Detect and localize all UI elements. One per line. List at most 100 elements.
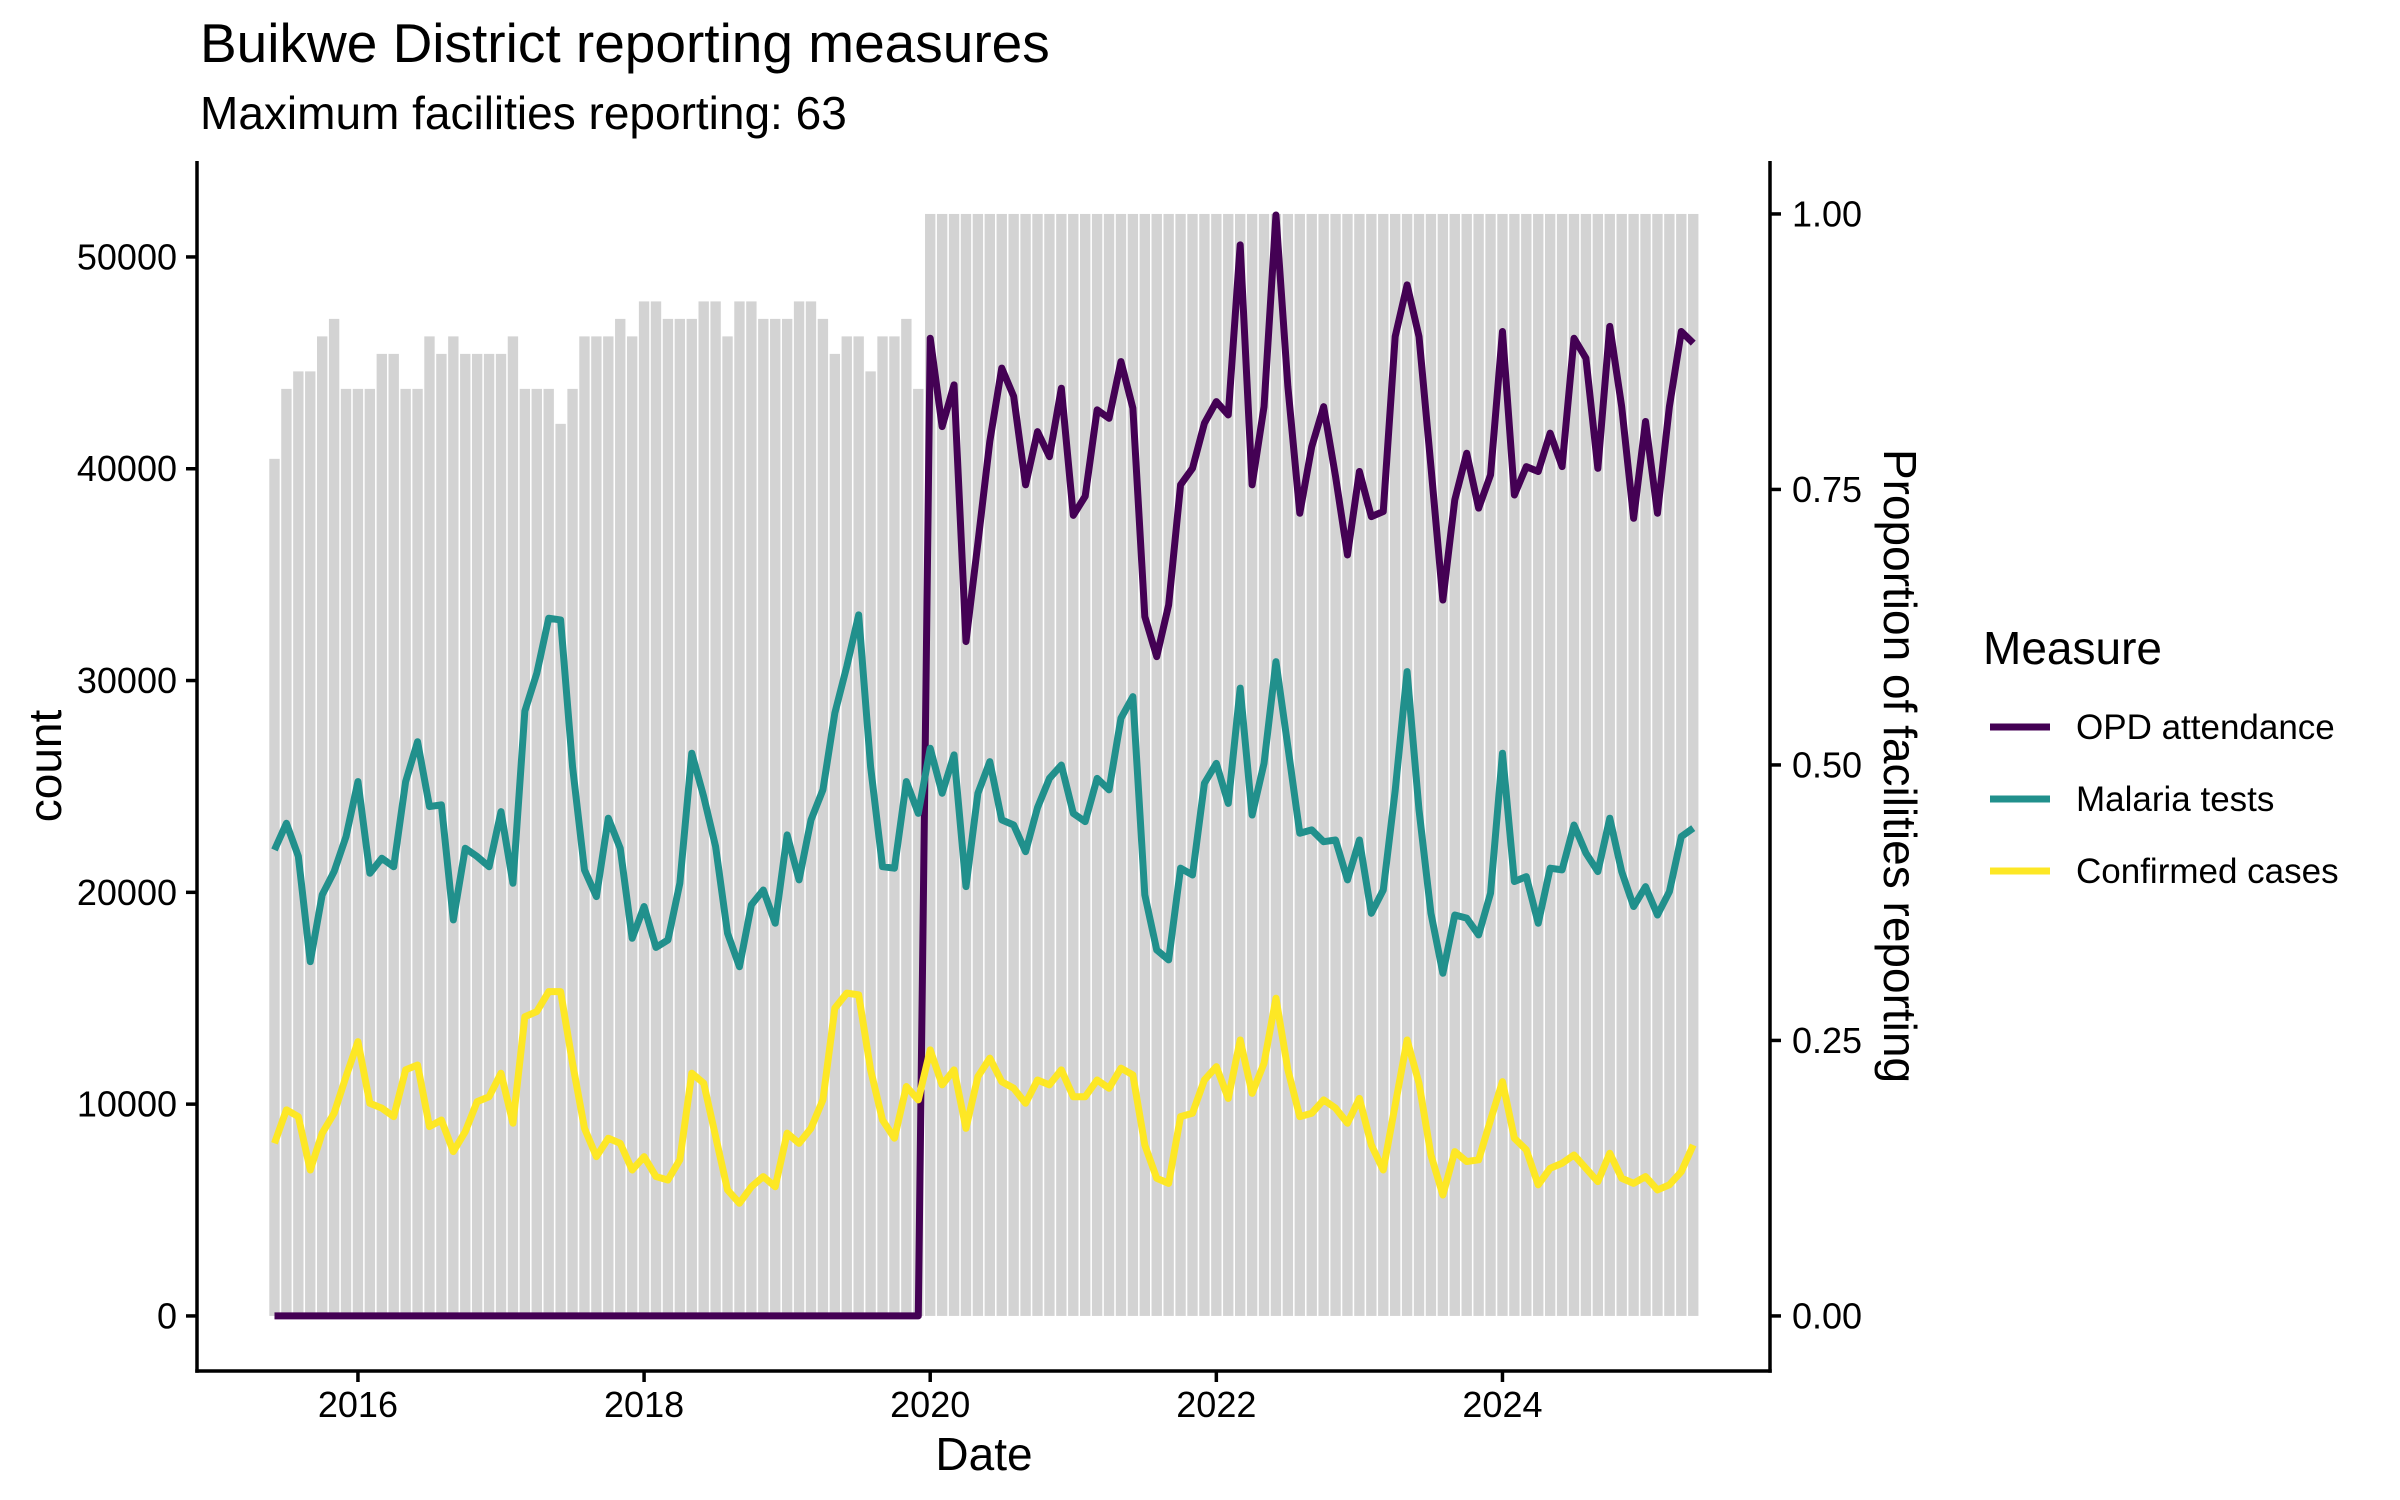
facility-bar	[567, 388, 578, 1316]
facility-bar	[1294, 213, 1305, 1316]
facility-bar	[424, 336, 435, 1316]
facility-bar	[1688, 213, 1699, 1316]
facility-bar	[1473, 213, 1484, 1316]
x-axis-ticks: 2016 2018 2020 2022 2024	[318, 1371, 1543, 1425]
series-line-malaria-tests	[271, 611, 1696, 977]
facility-bar	[1032, 213, 1043, 1316]
chart-subtitle: Maximum facilities reporting: 63	[200, 87, 847, 139]
facility-bar	[460, 353, 471, 1316]
y-tick-label: 10000	[77, 1084, 177, 1125]
facility-bar	[1413, 213, 1425, 1316]
legend: Measure OPD attendance Malaria tests Con…	[1983, 622, 2339, 891]
facility-bar	[388, 353, 399, 1316]
facility-bar	[1509, 213, 1520, 1316]
facility-bar	[1068, 213, 1079, 1316]
facility-bar	[1246, 213, 1258, 1316]
y-tick-label: 0	[157, 1295, 177, 1336]
facility-bar	[841, 336, 852, 1316]
series-line-confirmed-cases	[271, 988, 1697, 1207]
facility-bar	[1163, 213, 1174, 1316]
facility-bar	[1580, 213, 1592, 1316]
facility-bar	[1544, 213, 1556, 1316]
facility-bar	[1139, 213, 1150, 1316]
x-tick-label: 2024	[1462, 1384, 1542, 1425]
x-axis-title: Date	[935, 1428, 1032, 1480]
facility-bar	[1521, 213, 1532, 1316]
y2-tick-label: 0.00	[1792, 1295, 1862, 1336]
facility-bar	[1378, 213, 1389, 1316]
facility-bar	[519, 388, 531, 1316]
facility-bar	[805, 301, 817, 1316]
facility-bar	[793, 301, 805, 1316]
facility-bar	[352, 388, 364, 1316]
facility-bar	[1676, 213, 1687, 1316]
facility-bar	[1199, 213, 1210, 1316]
facility-bar	[471, 353, 483, 1316]
facility-bar	[615, 318, 626, 1316]
facility-bar	[960, 213, 972, 1316]
facility-bar	[1640, 213, 1651, 1316]
facility-bar	[543, 388, 554, 1316]
facility-bar	[1592, 213, 1604, 1316]
y-tick-label: 40000	[77, 448, 177, 489]
facility-bar	[1604, 213, 1615, 1316]
facility-bar	[1652, 213, 1663, 1316]
y-tick-label: 30000	[77, 660, 177, 701]
facility-bar	[1115, 213, 1127, 1316]
facility-bar	[1461, 213, 1472, 1316]
facility-bar	[1270, 213, 1282, 1316]
facility-bar	[293, 371, 304, 1316]
facility-bar	[1127, 213, 1139, 1316]
facility-bar	[674, 318, 686, 1316]
facility-bar	[412, 388, 423, 1316]
legend-label-opd-attendance: OPD attendance	[2076, 708, 2335, 747]
y-axis-ticks: 0 10000 20000 30000 40000 50000	[77, 236, 197, 1336]
facility-bar	[376, 353, 387, 1316]
facility-bar	[913, 388, 924, 1316]
facility-bar	[1556, 213, 1568, 1316]
facility-bar	[269, 458, 280, 1316]
facility-bar	[1020, 213, 1031, 1316]
facility-bar	[495, 353, 507, 1316]
facility-bar	[1103, 213, 1115, 1316]
facility-bar	[1425, 213, 1437, 1316]
facility-bar	[317, 336, 328, 1316]
facility-bar	[650, 301, 662, 1316]
facility-bar	[448, 336, 459, 1316]
facility-bar	[281, 388, 292, 1316]
series-line-opd-attendance	[274, 211, 1696, 1320]
facility-bar	[758, 318, 769, 1316]
facility-bar	[901, 318, 912, 1316]
y-tick-label: 50000	[77, 236, 177, 277]
series-lines	[271, 211, 1697, 1320]
facility-bar	[328, 318, 340, 1316]
x-tick-label: 2016	[318, 1384, 398, 1425]
facility-bar	[734, 301, 745, 1316]
facility-bar	[865, 371, 876, 1316]
facility-bar	[877, 336, 888, 1316]
facility-bar	[591, 336, 602, 1316]
facility-bar	[686, 318, 697, 1316]
facility-bar	[1008, 213, 1019, 1316]
facility-bar	[1664, 213, 1675, 1316]
facility-bar	[710, 301, 721, 1316]
y-tick-label: 20000	[77, 872, 177, 913]
facility-bar	[1330, 213, 1341, 1316]
facility-bar	[1151, 213, 1162, 1316]
secondary-y-axis-title: Proportion of facilities reporting	[1874, 449, 1926, 1083]
legend-item-opd-attendance: OPD attendance	[1990, 708, 2335, 747]
facility-bar	[626, 336, 638, 1316]
facility-bar	[996, 213, 1007, 1316]
facility-bar	[340, 388, 352, 1316]
facility-bar	[305, 371, 316, 1316]
y-axis-title: count	[19, 710, 71, 823]
facility-bar	[1533, 213, 1544, 1316]
facility-bar	[1306, 213, 1317, 1316]
facility-bar	[1485, 213, 1496, 1316]
facility-bar	[1223, 213, 1234, 1316]
facility-bar	[1318, 213, 1329, 1316]
facility-bar	[1235, 213, 1246, 1316]
facility-bar	[936, 213, 948, 1316]
